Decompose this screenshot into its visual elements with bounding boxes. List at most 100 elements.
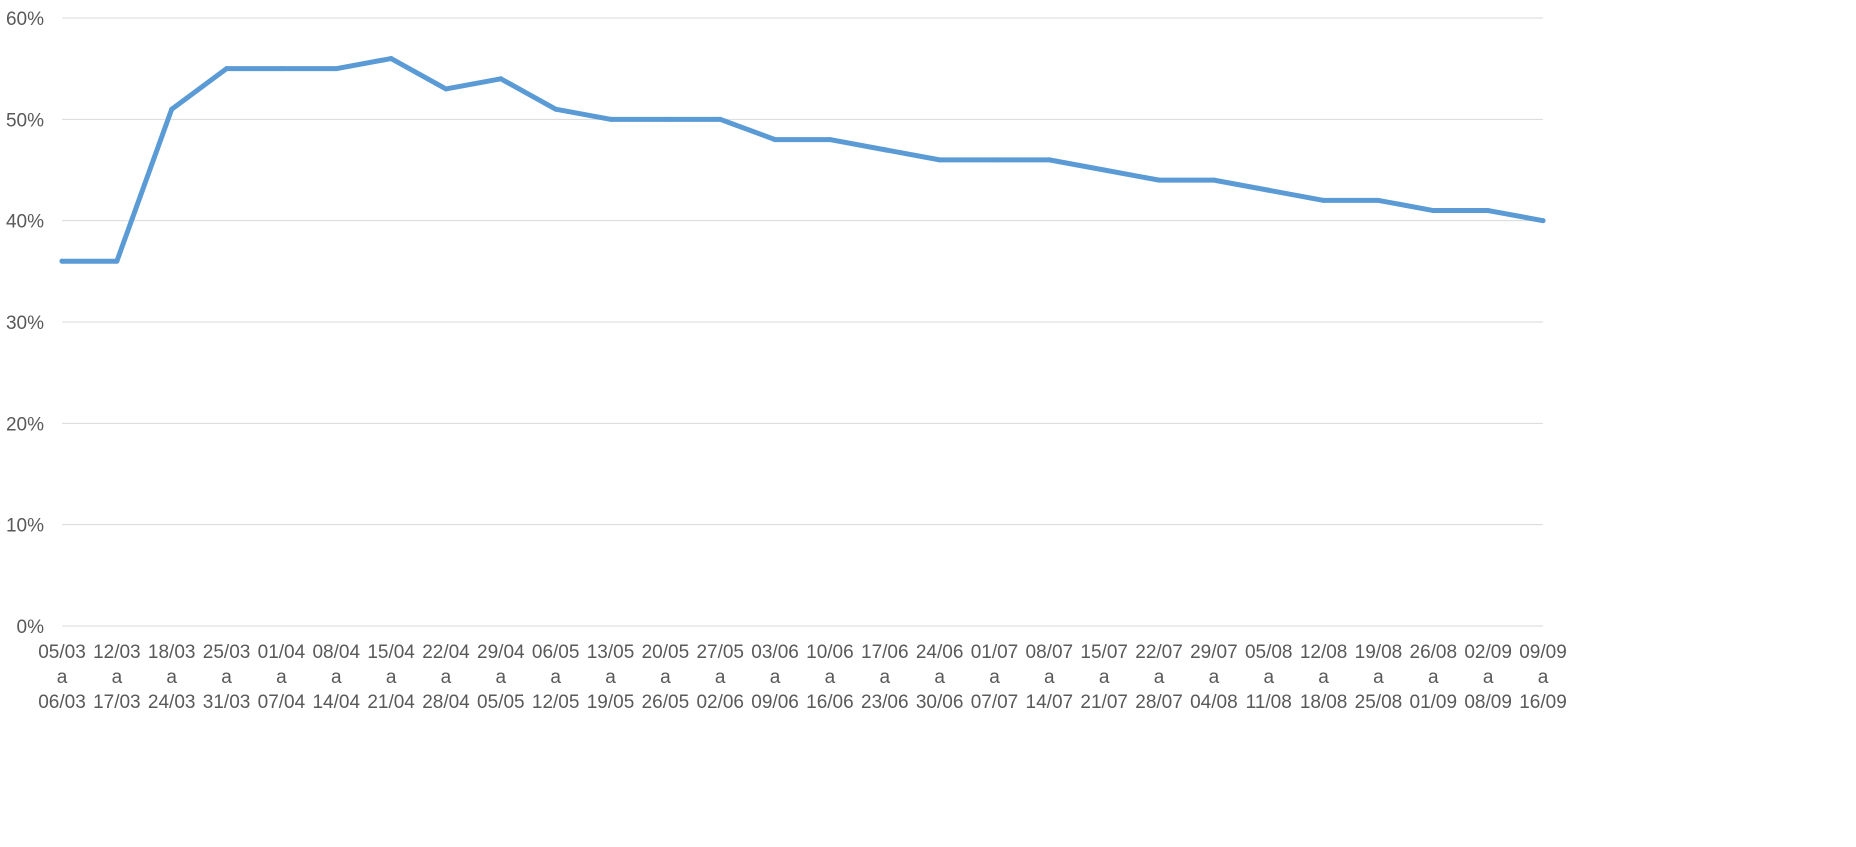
x-tick-label-end: 07/07: [971, 692, 1019, 713]
x-tick-label: 20/05 a 26/05: [642, 642, 690, 713]
x-tick-label-joiner: a: [57, 667, 68, 688]
x-tick-label: 05/03 a 06/03: [38, 642, 86, 713]
x-tick-label-start: 24/06: [916, 642, 964, 663]
x-tick-label-joiner: a: [605, 667, 616, 688]
data-point: [1430, 208, 1436, 214]
x-tick-label-end: 11/08: [1246, 692, 1292, 713]
x-tick-label-end: 14/04: [312, 692, 360, 713]
data-point: [278, 66, 284, 72]
x-tick-label: 02/09 a 08/09: [1464, 642, 1512, 713]
y-axis: 0% 10% 20% 30% 40% 50% 60%: [6, 9, 44, 638]
x-tick-label-end: 08/09: [1464, 692, 1512, 713]
data-point: [1156, 177, 1162, 183]
x-tick-label-start: 18/03: [148, 642, 196, 663]
data-point: [772, 137, 778, 143]
x-tick-label-joiner: a: [1318, 667, 1329, 688]
x-tick-label-end: 23/06: [861, 692, 909, 713]
x-tick-label-end: 16/09: [1519, 692, 1567, 713]
x-tick-label-end: 12/05: [532, 692, 580, 713]
x-tick-label: 19/08 a 25/08: [1355, 642, 1403, 713]
data-point: [1046, 157, 1052, 163]
x-tick-label: 08/04 a 14/04: [312, 642, 360, 713]
x-tick-label-start: 20/05: [642, 642, 690, 663]
x-tick-label-end: 02/06: [696, 692, 744, 713]
x-tick-label-end: 28/07: [1135, 692, 1183, 713]
x-tick-label: 29/04 a 05/05: [477, 642, 525, 713]
data-point: [827, 137, 833, 143]
x-tick-label-joiner: a: [331, 667, 342, 688]
x-tick-label-end: 25/08: [1355, 692, 1403, 713]
x-tick-label-end: 30/06: [916, 692, 964, 713]
x-tick-label-end: 07/04: [258, 692, 306, 713]
x-tick-label: 22/04 a 28/04: [422, 642, 470, 713]
x-tick-label-start: 15/07: [1080, 642, 1128, 663]
x-tick-label-end: 18/08: [1300, 692, 1348, 713]
data-point: [1266, 187, 1272, 193]
y-tick-label: 20%: [6, 414, 44, 435]
x-tick-label-joiner: a: [1373, 667, 1384, 688]
x-tick-label: 10/06 a 16/06: [806, 642, 854, 713]
x-tick-label: 01/04 a 07/04: [258, 642, 306, 713]
y-tick-label: 50%: [6, 110, 44, 131]
x-tick-label-end: 09/06: [751, 692, 799, 713]
x-tick-label-start: 12/03: [93, 642, 141, 663]
x-tick-label: 06/05 a 12/05: [532, 642, 580, 713]
x-tick-label-start: 13/05: [587, 642, 635, 663]
x-tick-label-joiner: a: [1099, 667, 1110, 688]
x-tick-label: 08/07 a 14/07: [1026, 642, 1074, 713]
x-tick-label: 12/03 a 17/03: [93, 642, 141, 713]
x-tick-label: 27/05 a 02/06: [696, 642, 744, 713]
x-tick-label: 01/07 a 07/07: [971, 642, 1019, 713]
x-tick-label-start: 09/09: [1519, 642, 1567, 663]
x-tick-label-end: 17/03: [93, 692, 141, 713]
data-point: [443, 86, 449, 92]
data-point: [114, 258, 120, 264]
x-tick-label-end: 04/08: [1190, 692, 1238, 713]
data-point: [1211, 177, 1217, 183]
data-point: [608, 116, 614, 122]
x-tick-label-start: 22/07: [1135, 642, 1183, 663]
x-tick-label-start: 15/04: [367, 642, 415, 663]
x-tick-label: 29/07 a 04/08: [1190, 642, 1238, 713]
x-tick-label-end: 19/05: [587, 692, 635, 713]
x-tick-label-end: 28/04: [422, 692, 470, 713]
data-point: [553, 106, 559, 112]
data-point: [1101, 167, 1107, 173]
x-tick-label-joiner: a: [879, 667, 890, 688]
x-tick-label: 13/05 a 19/05: [587, 642, 635, 713]
y-tick-label: 0%: [17, 617, 45, 638]
x-tick-label-start: 12/08: [1300, 642, 1348, 663]
x-tick-label-joiner: a: [770, 667, 781, 688]
x-tick-label-end: 31/03: [203, 692, 251, 713]
x-tick-label-start: 05/08: [1245, 642, 1293, 663]
data-point: [333, 66, 339, 72]
x-tick-label-end: 05/05: [477, 692, 525, 713]
x-tick-label-joiner: a: [1538, 667, 1549, 688]
data-point: [662, 116, 668, 122]
x-tick-label: 17/06 a 23/06: [861, 642, 909, 713]
x-tick-label-start: 08/04: [312, 642, 360, 663]
x-tick-label-joiner: a: [166, 667, 177, 688]
x-tick-label-joiner: a: [276, 667, 287, 688]
data-point: [224, 66, 230, 72]
x-tick-label-joiner: a: [715, 667, 726, 688]
x-tick-label-start: 25/03: [203, 642, 251, 663]
x-tick-label: 18/03 a 24/03: [148, 642, 196, 713]
x-tick-label-joiner: a: [496, 667, 507, 688]
x-tick-label-end: 06/03: [38, 692, 86, 713]
x-tick-label-joiner: a: [934, 667, 945, 688]
y-tick-label: 10%: [6, 516, 44, 537]
x-tick-label-joiner: a: [112, 667, 123, 688]
x-axis: 05/03 a 06/03 12/03 a 17/03 18/03 a 24/03 25/03 a 3…: [38, 642, 1567, 713]
x-tick-label-start: 29/07: [1190, 642, 1238, 663]
x-tick-label: 22/07 a 28/07: [1135, 642, 1183, 713]
x-tick-label-joiner: a: [825, 667, 836, 688]
x-tick-label-end: 26/05: [642, 692, 690, 713]
x-tick-label-end: 21/04: [367, 692, 415, 713]
x-tick-label-end: 21/07: [1080, 692, 1128, 713]
x-tick-label-joiner: a: [1209, 667, 1220, 688]
x-tick-label: 03/06 a 09/06: [751, 642, 799, 713]
x-tick-label-start: 27/05: [696, 642, 744, 663]
x-tick-label-start: 01/04: [258, 642, 306, 663]
